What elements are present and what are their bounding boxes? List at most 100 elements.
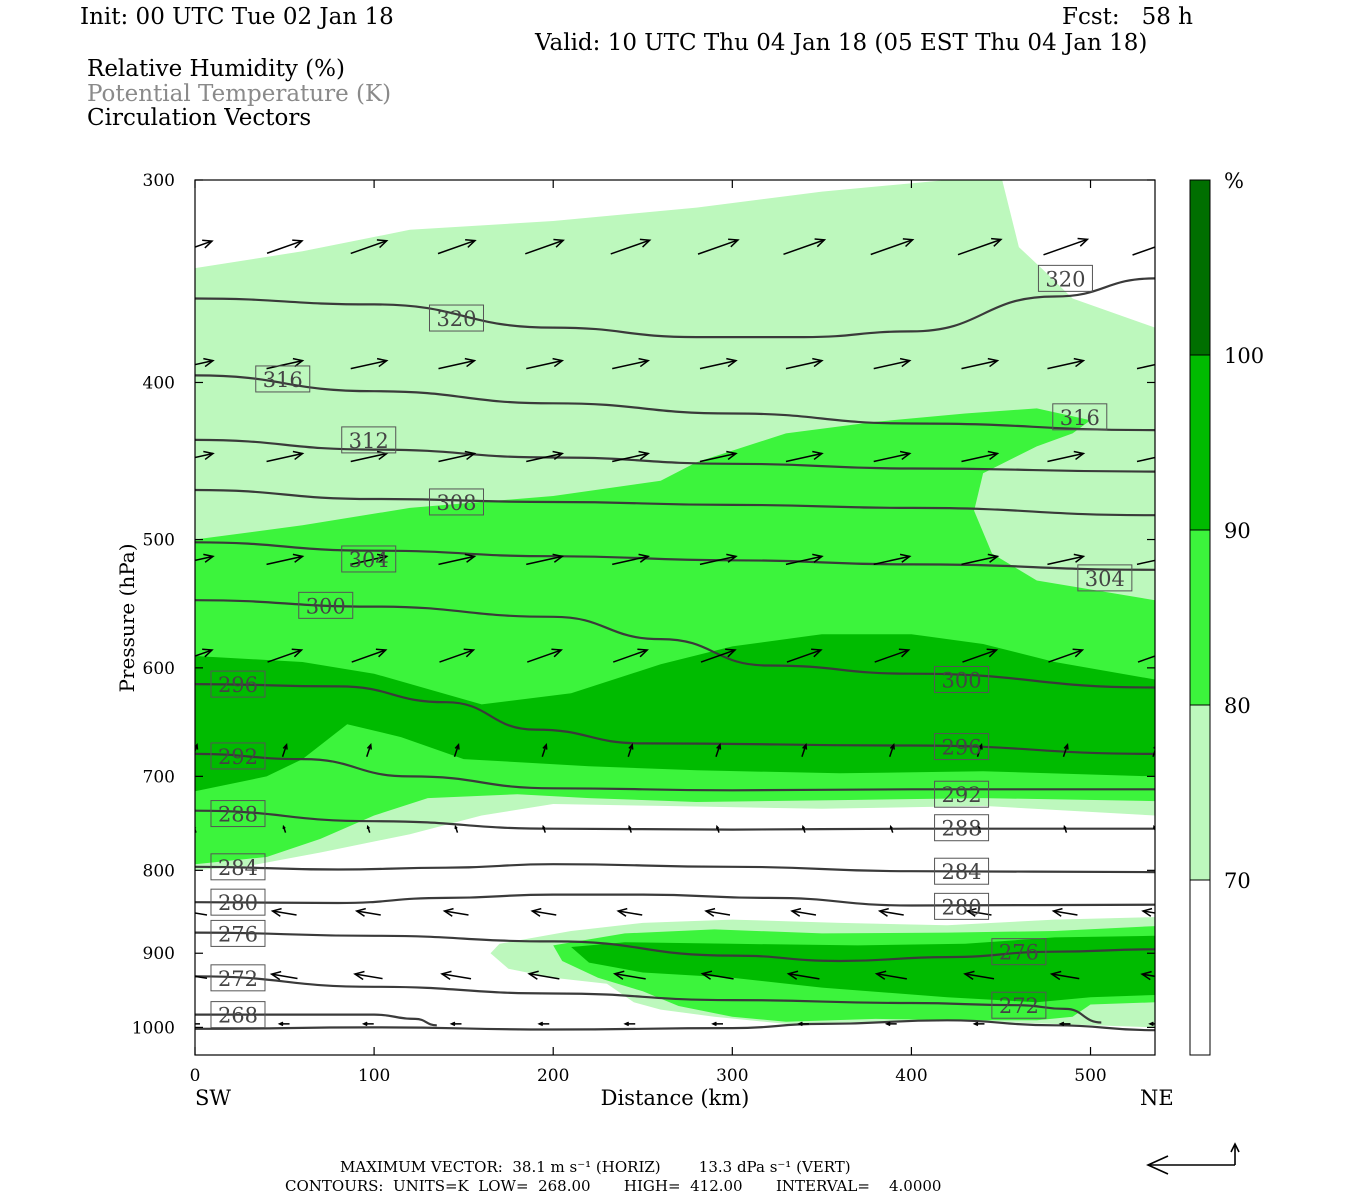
svg-text:316: 316 bbox=[1060, 406, 1100, 430]
circulation-vector-7-0 bbox=[195, 912, 208, 916]
circulation-vector-8-3 bbox=[440, 970, 472, 980]
svg-text:292: 292 bbox=[942, 783, 982, 807]
theta-contour-308 bbox=[195, 488, 1155, 517]
circulation-vector-5-10 bbox=[1062, 743, 1069, 757]
y-tick-label-1000: 1000 bbox=[132, 1018, 175, 1038]
theta-contour-292 bbox=[195, 752, 1155, 792]
svg-text:288: 288 bbox=[942, 817, 982, 841]
theta-label-320-1: 320 bbox=[1037, 264, 1093, 292]
theta-label-304-0: 304 bbox=[341, 545, 397, 573]
circulation-vector-2-2 bbox=[350, 450, 389, 463]
theta-contour-300 bbox=[195, 599, 1155, 689]
theta-label-280-1: 280 bbox=[934, 892, 990, 920]
circulation-vector-6-6 bbox=[715, 824, 720, 833]
colorbar-segment-2 bbox=[1189, 529, 1211, 706]
circulation-vector-2-9 bbox=[961, 450, 1000, 463]
colorbar-label-90: 90 bbox=[1224, 519, 1251, 543]
init-time: Init: 00 UTC Tue 02 Jan 18 bbox=[80, 4, 394, 30]
circulation-vector-2-1 bbox=[266, 450, 305, 463]
circulation-vector-5-0 bbox=[195, 743, 199, 754]
svg-text:292: 292 bbox=[218, 745, 258, 769]
circulation-vector-6-9 bbox=[977, 824, 982, 833]
circulation-vector-5-7 bbox=[801, 743, 808, 757]
circulation-vector-8-2 bbox=[353, 970, 383, 981]
y-tick-label-800: 800 bbox=[143, 861, 175, 881]
circulation-vector-9-2 bbox=[361, 1021, 374, 1027]
theta-label-304-1: 304 bbox=[1077, 564, 1133, 592]
circulation-vector-8-1 bbox=[269, 970, 298, 981]
circulation-vector-7-8 bbox=[877, 907, 904, 917]
y-tick-label-600: 600 bbox=[143, 659, 175, 679]
y-tick-label-700: 700 bbox=[143, 767, 175, 787]
svg-text:280: 280 bbox=[942, 895, 982, 919]
circulation-vector-1-2 bbox=[350, 357, 389, 370]
circulation-vector-5-2 bbox=[366, 743, 372, 757]
theta-contour-312 bbox=[195, 438, 1155, 473]
circulation-vector-5-3 bbox=[453, 743, 460, 757]
theta-label-300-1: 300 bbox=[934, 665, 990, 693]
theta-label-296-0: 296 bbox=[210, 670, 266, 698]
circulation-vector-7-9 bbox=[965, 907, 992, 917]
circulation-vector-9-4 bbox=[537, 1021, 550, 1027]
circulation-vector-2-0 bbox=[195, 450, 215, 461]
svg-text:300: 300 bbox=[942, 668, 982, 692]
y-axis-title: Pressure (hPa) bbox=[115, 544, 139, 693]
colorbar-label-70: 70 bbox=[1224, 869, 1251, 893]
theta-label-296-1: 296 bbox=[934, 733, 990, 761]
circulation-vector-9-7 bbox=[797, 1021, 809, 1027]
circulation-vector-6-10 bbox=[1063, 824, 1068, 833]
theta-label-292-0: 292 bbox=[210, 742, 266, 770]
circulation-vector-8-4 bbox=[527, 970, 560, 980]
field-theta-label: Potential Temperature (K) bbox=[87, 81, 392, 107]
svg-text:316: 316 bbox=[263, 368, 303, 392]
colorbar-label-80: 80 bbox=[1224, 694, 1251, 718]
circulation-vector-1-8 bbox=[873, 357, 912, 370]
svg-text:288: 288 bbox=[218, 803, 258, 827]
circulation-vector-3-10 bbox=[1047, 553, 1086, 566]
circulation-vector-9-11 bbox=[1148, 1021, 1155, 1027]
theta-label-292-1: 292 bbox=[934, 780, 990, 808]
circulation-vector-1-6 bbox=[699, 357, 738, 370]
circulation-vector-8-8 bbox=[874, 970, 907, 980]
circulation-vector-0-2 bbox=[350, 239, 389, 255]
circulation-vector-4-8 bbox=[874, 648, 911, 663]
circulation-vector-0-8 bbox=[870, 238, 915, 256]
circulation-vector-2-4 bbox=[526, 450, 565, 463]
theta-contour-296 bbox=[195, 683, 1155, 755]
theta-label-280-0: 280 bbox=[210, 888, 266, 916]
x-tick-label-100: 100 bbox=[358, 1066, 390, 1086]
svg-text:272: 272 bbox=[218, 967, 258, 991]
circulation-vector-9-3 bbox=[449, 1021, 462, 1027]
theta-label-284-0: 284 bbox=[210, 853, 266, 881]
circulation-vector-1-10 bbox=[1047, 357, 1086, 370]
valid-time: Valid: 10 UTC Thu 04 Jan 18 (05 EST Thu … bbox=[535, 30, 1148, 56]
svg-text:304: 304 bbox=[349, 548, 389, 572]
y-tick-label-900: 900 bbox=[143, 944, 175, 964]
circulation-vector-4-0 bbox=[195, 648, 214, 658]
theta-contour-272 bbox=[195, 975, 1102, 1024]
circulation-vector-4-3 bbox=[439, 648, 476, 663]
circulation-vector-9-8 bbox=[884, 1021, 897, 1027]
theta-label-312-0: 312 bbox=[341, 426, 397, 454]
circulation-vector-7-7 bbox=[790, 907, 817, 917]
colorbar-label-100: 100 bbox=[1224, 344, 1264, 368]
colorbar-segment-1 bbox=[1189, 704, 1211, 881]
circulation-vector-6-3 bbox=[454, 824, 459, 833]
circulation-vector-0-1 bbox=[266, 239, 304, 254]
y-tick-label-300: 300 bbox=[143, 171, 175, 191]
svg-text:272: 272 bbox=[999, 994, 1039, 1018]
footer-max-vector: MAXIMUM VECTOR: 38.1 m s⁻¹ (HORIZ) 13.3 … bbox=[340, 1158, 851, 1176]
circulation-vector-2-10 bbox=[1047, 450, 1086, 463]
svg-text:312: 312 bbox=[349, 429, 389, 453]
x-tick-label-500: 500 bbox=[1074, 1066, 1106, 1086]
circulation-vector-5-1 bbox=[281, 743, 288, 757]
field-rh-label: Relative Humidity (%) bbox=[87, 56, 345, 82]
svg-text:300: 300 bbox=[306, 594, 346, 618]
theta-label-276-1: 276 bbox=[991, 938, 1047, 966]
svg-text:320: 320 bbox=[1045, 267, 1085, 291]
circulation-vector-9-1 bbox=[277, 1021, 290, 1027]
circulation-vector-6-2 bbox=[366, 824, 371, 833]
svg-text:296: 296 bbox=[942, 736, 982, 760]
circulation-vector-4-9 bbox=[962, 648, 999, 663]
circulation-vector-3-4 bbox=[526, 553, 565, 566]
